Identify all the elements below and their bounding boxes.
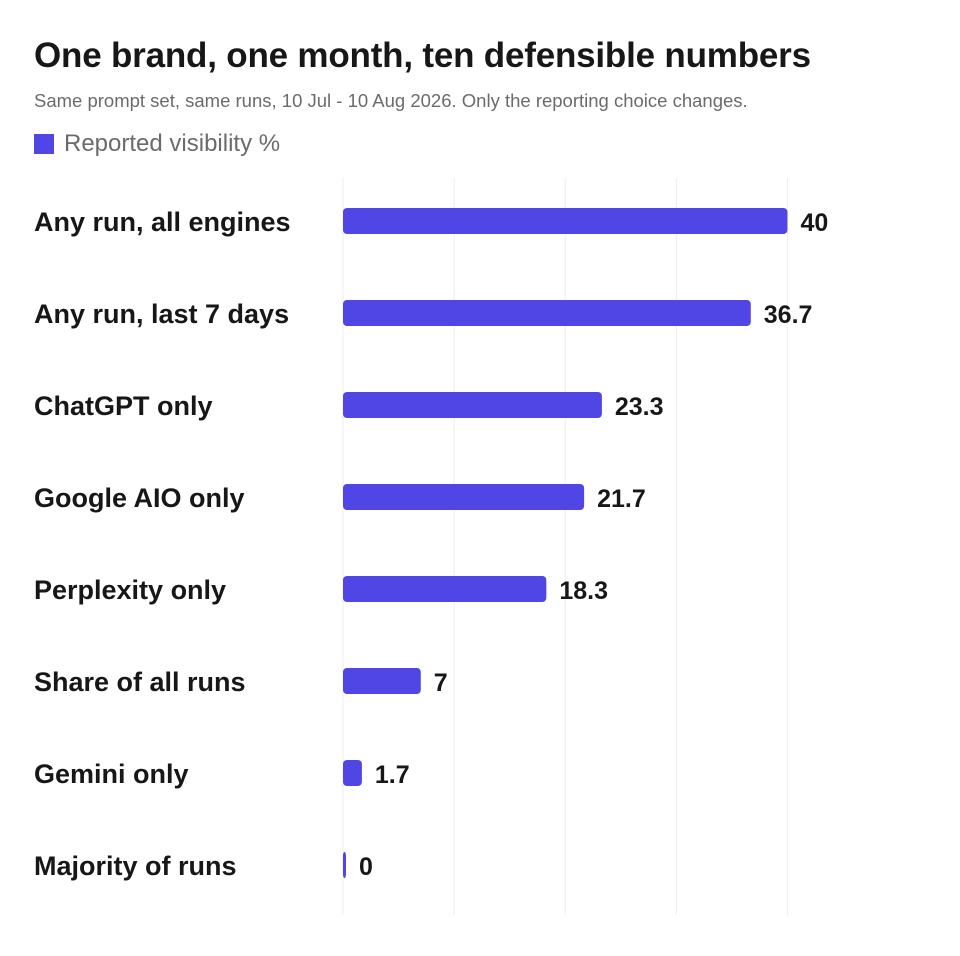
category-label: Majority of runs [34,851,237,881]
legend: Reported visibility % [34,130,280,158]
value-label: 36.7 [764,301,813,329]
category-label: ChatGPT only [34,391,213,421]
category-label: Any run, last 7 days [34,299,289,329]
bar [343,484,585,510]
value-label: 7 [434,669,448,697]
bar [343,852,346,878]
legend-swatch [34,134,54,154]
bar [343,392,602,418]
value-label: 21.7 [597,485,646,513]
value-label: 23.3 [615,393,664,421]
bar [343,668,421,694]
chart-title: One brand, one month, ten defensible num… [34,36,811,75]
value-label: 1.7 [375,761,410,789]
chart-subtitle: Same prompt set, same runs, 10 Jul - 10 … [34,90,748,111]
category-label: Share of all runs [34,667,246,697]
category-label: Perplexity only [34,575,226,605]
bar [343,208,788,234]
value-label: 0 [359,853,373,881]
bar [343,300,751,326]
category-label: Gemini only [34,759,189,789]
value-label: 18.3 [559,577,608,605]
legend-label: Reported visibility % [64,130,281,157]
bar [343,576,547,602]
bar [343,760,362,786]
value-label: 40 [800,209,828,237]
category-label: Google AIO only [34,483,245,513]
category-label: Any run, all engines [34,207,291,237]
